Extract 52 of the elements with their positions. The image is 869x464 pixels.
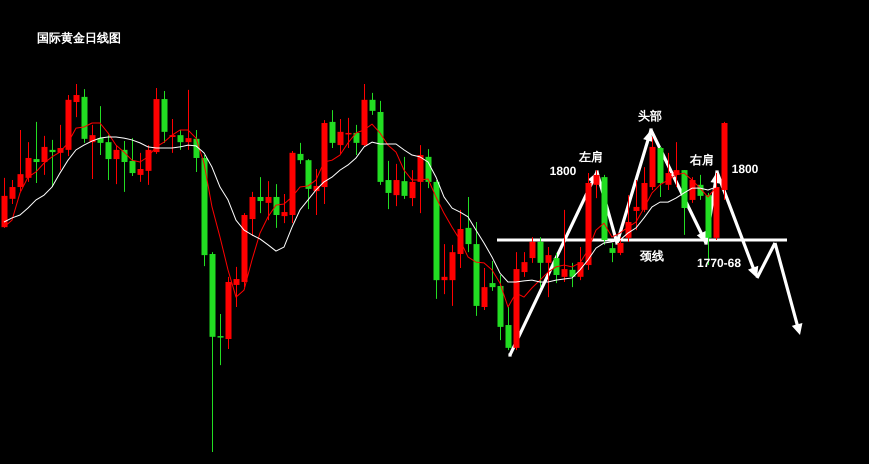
candlestick [506,306,512,351]
candlestick [386,160,392,210]
candlestick [266,180,272,221]
candlestick [634,180,640,231]
candlestick [490,260,496,292]
ref-line-label: 颈线 [639,249,664,264]
candlestick [690,176,696,204]
candlestick [370,92,376,116]
candlestick [138,152,144,182]
candlestick [10,180,16,204]
candlestick [410,170,416,207]
candlestick [402,156,408,200]
candlestick [522,252,528,278]
candlestick [394,163,400,207]
candlestick [442,244,448,295]
candlestick [146,144,152,186]
candlestick [250,191,256,236]
candlestick [482,268,488,310]
candlestick [258,176,264,214]
annotation: 1800 [550,164,577,178]
candlestick [554,252,560,284]
text: 1800 [732,162,759,176]
annotation: 1770-68 [696,256,742,270]
candlestick [354,124,360,156]
candlestick [178,130,184,150]
candlestick [466,196,472,253]
candlestick [530,236,536,264]
candlestick [330,110,336,149]
candlestick [674,142,680,188]
annotation: 右肩 [689,153,714,167]
candlestick [18,130,24,192]
candlestick [562,209,568,282]
candlestick [114,144,120,185]
candlestick [218,314,224,366]
candlestick [74,84,80,118]
candlestick [106,134,112,181]
candlestick [546,246,552,298]
candlestick [50,139,56,188]
candlestick [42,135,48,176]
candlestick [282,194,288,224]
candlestick [130,138,136,176]
candlestick [26,142,32,182]
candlestick [570,262,576,288]
annotation: 头部 [638,109,662,123]
annotation: 左肩 [578,150,603,164]
candlestick [98,106,104,156]
candlestick [298,142,304,164]
candlestick [274,184,280,228]
candlestick [538,236,544,288]
candlestick [666,152,672,190]
chart-title: 国际黄金日线图 [37,30,121,47]
candlestick [34,121,40,184]
